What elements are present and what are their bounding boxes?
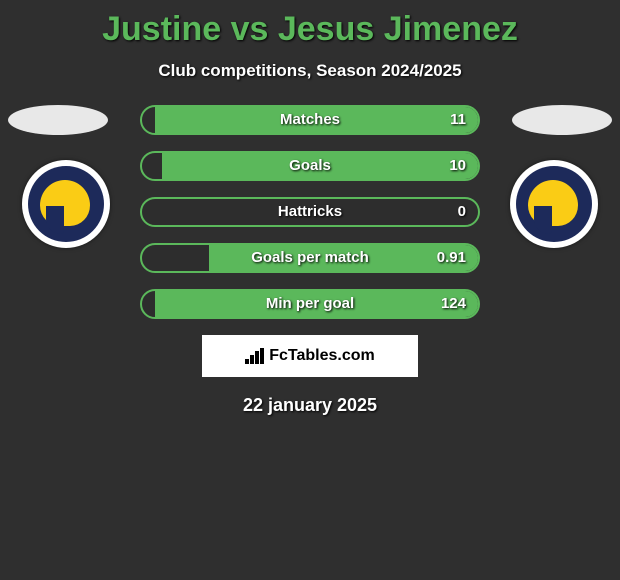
bars-icon: [245, 348, 265, 364]
stat-row-mpg: Min per goal 124: [140, 289, 480, 319]
stat-label: Goals: [142, 153, 478, 179]
stat-label: Matches: [142, 107, 478, 133]
brand-box: FcTables.com: [202, 335, 418, 377]
stat-row-hattricks: Hattricks 0: [140, 197, 480, 227]
stat-area: Matches 11 Goals 10 Hattricks 0 Goals pe…: [0, 105, 620, 319]
stat-label: Hattricks: [142, 199, 478, 225]
stat-label: Goals per match: [142, 245, 478, 271]
comparison-title: Justine vs Jesus Jimenez: [0, 10, 620, 49]
brand-text: FcTables.com: [269, 347, 375, 365]
stat-row-goals: Goals 10: [140, 151, 480, 181]
stat-value: 11: [450, 107, 466, 133]
stat-value: 0.91: [437, 245, 466, 271]
club-badge-right: [510, 160, 598, 248]
stat-row-gpm: Goals per match 0.91: [140, 243, 480, 273]
player-left-placeholder: [8, 105, 108, 135]
stat-value: 10: [449, 153, 466, 179]
stat-value: 0: [458, 199, 466, 225]
comparison-subtitle: Club competitions, Season 2024/2025: [0, 61, 620, 81]
snapshot-date: 22 january 2025: [0, 395, 620, 416]
player-right-placeholder: [512, 105, 612, 135]
stat-bars: Matches 11 Goals 10 Hattricks 0 Goals pe…: [140, 105, 480, 319]
stat-value: 124: [441, 291, 466, 317]
stat-label: Min per goal: [142, 291, 478, 317]
stat-row-matches: Matches 11: [140, 105, 480, 135]
club-badge-left: [22, 160, 110, 248]
